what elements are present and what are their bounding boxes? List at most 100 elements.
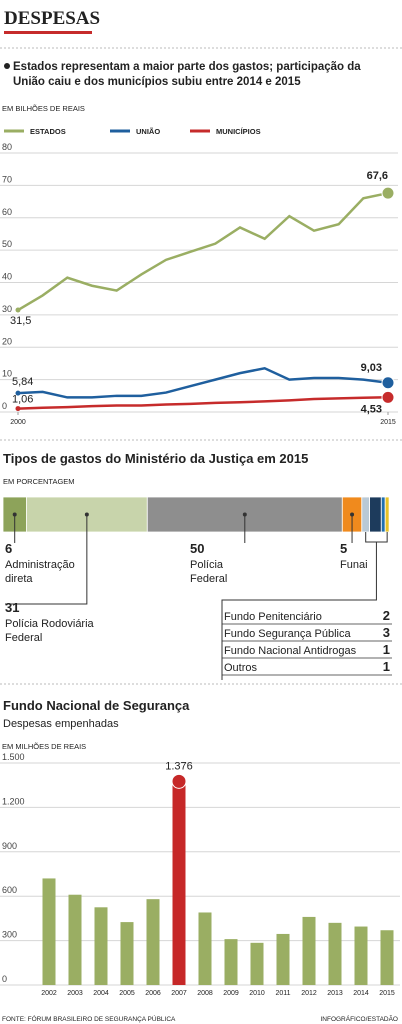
value-label: 31,5 bbox=[10, 315, 31, 327]
segment-value: 6 bbox=[5, 541, 12, 556]
unit-label: EM MILHÕES DE REAIS bbox=[2, 742, 86, 751]
bar bbox=[276, 933, 290, 985]
x-tick-label: 2013 bbox=[327, 990, 343, 997]
x-tick-label: 2004 bbox=[93, 990, 109, 997]
unit-label: EM BILHÕES DE REAIS bbox=[2, 104, 85, 113]
bar bbox=[198, 912, 212, 985]
title-underline bbox=[4, 31, 92, 34]
x-tick-label: 2014 bbox=[353, 990, 369, 997]
y-tick-label: 30 bbox=[2, 304, 12, 314]
chart-title: Estados representam a maior parte dos ga… bbox=[13, 61, 361, 88]
bar-segment bbox=[369, 496, 382, 533]
segment-label: Polícia Rodoviária Federal bbox=[5, 618, 95, 644]
leader-line bbox=[5, 514, 88, 605]
list-label: Fundo Penitenciário bbox=[224, 611, 322, 623]
bar bbox=[328, 922, 342, 985]
y-tick-label: 900 bbox=[2, 841, 17, 851]
legend-label: ESTADOS bbox=[30, 127, 66, 136]
y-tick-label: 10 bbox=[2, 369, 12, 379]
line bbox=[17, 191, 389, 312]
line bbox=[17, 396, 389, 410]
list-value: 3 bbox=[383, 625, 390, 640]
value-label: 1.376 bbox=[165, 760, 193, 772]
y-tick-label: 1.500 bbox=[2, 752, 25, 762]
y-tick-label: 20 bbox=[2, 336, 12, 346]
list-label: Outros bbox=[224, 662, 258, 674]
legend-label: UNIÃO bbox=[136, 127, 160, 136]
list-value: 1 bbox=[383, 659, 390, 674]
bullet bbox=[4, 63, 10, 69]
y-tick-label: 50 bbox=[2, 239, 12, 249]
line bbox=[17, 366, 389, 399]
x-tick-label: 2005 bbox=[119, 990, 135, 997]
y-tick-label: 1.200 bbox=[2, 796, 25, 806]
x-tick-label: 2008 bbox=[197, 990, 213, 997]
source: FONTE: FÓRUM BRASILEIRO DE SEGURANÇA PÚB… bbox=[2, 1014, 176, 1023]
segment-value: 5 bbox=[340, 541, 347, 556]
x-tick-label: 2012 bbox=[301, 990, 317, 997]
bar-segment bbox=[384, 496, 390, 533]
bar bbox=[380, 930, 394, 985]
x-tick-label: 2006 bbox=[145, 990, 161, 997]
list-value: 2 bbox=[383, 608, 390, 623]
bar bbox=[302, 916, 316, 985]
list-label: Fundo Segurança Pública bbox=[224, 628, 351, 640]
start-point bbox=[15, 390, 21, 396]
end-point bbox=[381, 390, 395, 404]
y-tick-label: 600 bbox=[2, 885, 17, 895]
y-tick-label: 40 bbox=[2, 272, 12, 282]
y-tick-label: 300 bbox=[2, 930, 17, 940]
y-tick-label: 0 bbox=[2, 974, 7, 984]
bar-segment bbox=[380, 496, 386, 533]
segment-label: Funai bbox=[340, 559, 368, 571]
chart-title: Fundo Nacional de Segurança bbox=[3, 698, 190, 713]
chart-title: Tipos de gastos do Ministério da Justiça… bbox=[3, 451, 308, 466]
unit-label: EM PORCENTAGEM bbox=[3, 477, 75, 486]
x-tick-label: 2009 bbox=[223, 990, 239, 997]
x-tick-label: 2002 bbox=[41, 990, 57, 997]
y-tick-label: 0 bbox=[2, 401, 7, 411]
y-tick-label: 70 bbox=[2, 174, 12, 184]
y-tick-label: 80 bbox=[2, 142, 12, 152]
credit: INFOGRÁFICO/ESTADÃO bbox=[320, 1014, 398, 1023]
section-title: DESPESAS bbox=[4, 8, 100, 29]
end-point bbox=[381, 376, 395, 390]
x-tick-label: 2010 bbox=[249, 990, 265, 997]
segment-label: Polícia Federal bbox=[190, 559, 227, 585]
x-tick-label: 2003 bbox=[67, 990, 83, 997]
x-tick-label: 2011 bbox=[275, 990, 290, 997]
value-label: 4,53 bbox=[361, 403, 382, 415]
legend-label: MUNICÍPIOS bbox=[216, 127, 261, 136]
bar bbox=[250, 942, 264, 985]
list-value: 1 bbox=[383, 642, 390, 657]
bar bbox=[146, 899, 160, 985]
bar bbox=[68, 894, 82, 985]
bar bbox=[224, 939, 238, 985]
start-point bbox=[15, 406, 21, 412]
bar-segment bbox=[361, 496, 370, 533]
x-tick-label: 2015 bbox=[380, 419, 396, 426]
bar bbox=[120, 922, 134, 985]
x-tick-label: 2000 bbox=[10, 419, 26, 426]
value-label: 5,84 bbox=[12, 376, 33, 388]
bar bbox=[172, 781, 186, 985]
bar bbox=[354, 926, 368, 985]
bar bbox=[94, 907, 108, 985]
x-tick-label: 2015 bbox=[379, 990, 395, 997]
value-label: 67,6 bbox=[367, 170, 388, 182]
x-tick-label: 2007 bbox=[171, 990, 187, 997]
start-point bbox=[15, 307, 21, 313]
value-label: 1,06 bbox=[12, 394, 33, 406]
highlight-dot bbox=[171, 773, 187, 789]
segment-value: 50 bbox=[190, 541, 204, 556]
chart-subtitle: Despesas empenhadas bbox=[3, 718, 119, 730]
segment-label: Administração direta bbox=[5, 559, 75, 585]
y-tick-label: 60 bbox=[2, 207, 12, 217]
bracket bbox=[221, 532, 388, 680]
list-label: Fundo Nacional Antidrogas bbox=[224, 645, 357, 657]
segment-value: 31 bbox=[5, 600, 19, 615]
bar bbox=[42, 878, 56, 985]
end-point bbox=[381, 186, 395, 200]
